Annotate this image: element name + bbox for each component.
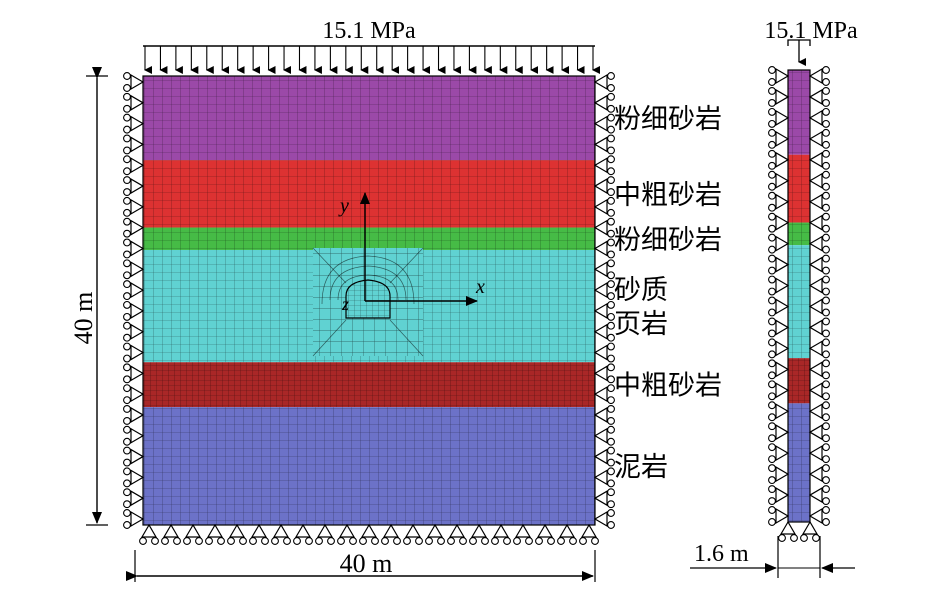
slice-model-layers (788, 70, 810, 522)
height-label: 40 m (69, 292, 98, 345)
width-dimension: 40 m (126, 549, 596, 582)
layer-label: 泥岩 (614, 452, 668, 482)
height-dimension: 40 m (69, 67, 108, 526)
width-label: 40 m (340, 549, 393, 578)
load-label-main: 15.1 MPa (322, 18, 416, 44)
layer-label: 粉细砂岩 (614, 225, 722, 255)
roller-supports-left (123, 72, 145, 529)
layer-label: 页岩 (614, 309, 668, 339)
slice-model-outline (787, 69, 811, 523)
load-label-slice: 15.1 MPa (764, 18, 858, 44)
thickness-dimension: 1.6 m (690, 536, 855, 578)
slice-load: 15.1 MPa (764, 18, 858, 66)
roller-supports-right (593, 72, 615, 529)
layer-label: 中粗砂岩 (614, 180, 722, 210)
main-model-layers (143, 76, 595, 525)
layer-label: 砂质 (614, 275, 668, 305)
y-axis-label: y (338, 195, 349, 217)
layer-label: 粉细砂岩 (614, 104, 722, 134)
z-axis-label: z (341, 294, 349, 314)
x-axis-label: x (475, 276, 485, 298)
thickness-label: 1.6 m (694, 541, 749, 567)
roller-supports-bottom (139, 523, 599, 545)
load-arrows (144, 46, 600, 74)
slice-supports-left (768, 66, 790, 526)
slice-supports-right (808, 66, 830, 526)
roadway-refined-zone (312, 247, 424, 357)
main-load: 15.1 MPa (143, 18, 600, 74)
coordinate-axes: x y z (338, 192, 485, 314)
layer-label: 中粗砂岩 (614, 371, 722, 401)
slice-supports-bottom (778, 520, 820, 542)
